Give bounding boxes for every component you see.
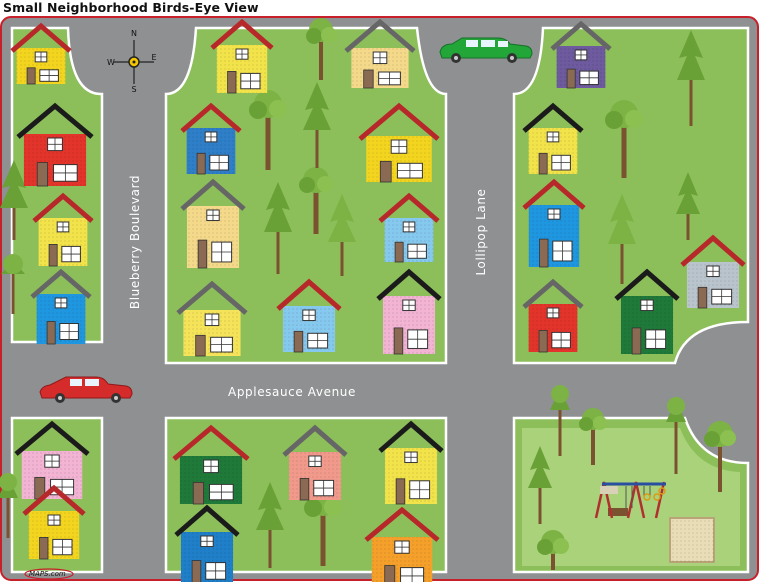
house-icon	[14, 420, 90, 500]
house-icon	[10, 22, 72, 85]
house-icon	[210, 18, 274, 94]
red-car-icon	[39, 376, 133, 403]
house-icon	[364, 506, 440, 582]
tree-icon	[704, 421, 736, 492]
tree-icon	[608, 194, 636, 284]
house-icon	[522, 278, 584, 353]
house-icon	[172, 424, 250, 505]
compass-west-label: W	[107, 58, 115, 67]
house-icon	[344, 18, 416, 89]
tree-icon	[677, 30, 705, 126]
street-label-lollipop-lane: Lollipop Lane	[474, 188, 488, 275]
house-icon	[680, 234, 746, 309]
street-label-applesauce-avenue: Applesauce Avenue	[228, 385, 356, 399]
tree-icon	[528, 446, 552, 524]
green-car-icon	[439, 37, 533, 63]
house-icon	[176, 280, 248, 357]
house-icon	[30, 268, 92, 345]
house-icon	[614, 268, 680, 355]
house-icon	[378, 192, 440, 263]
house-icon	[376, 268, 442, 355]
houses	[10, 18, 746, 582]
house-icon	[550, 20, 612, 89]
tree-icon	[1, 254, 25, 314]
compass-south-label: S	[131, 85, 136, 94]
tree-icon	[579, 408, 607, 465]
swing-set-icon	[594, 481, 666, 519]
street-label-blueberry-boulevard: Blueberry Boulevard	[128, 175, 142, 309]
tree-icon	[537, 530, 569, 570]
tree-icon	[605, 100, 643, 178]
house-icon	[276, 278, 342, 353]
tree-icon	[299, 167, 333, 234]
tree-icon	[264, 182, 292, 274]
tree-icon	[676, 172, 700, 240]
map-title: Small Neighborhood Birds-Eye View	[3, 0, 259, 15]
block-top-center	[164, 26, 448, 365]
house-icon	[522, 178, 586, 268]
tree-icon	[303, 82, 331, 168]
house-icon	[180, 178, 246, 269]
house-icon	[174, 504, 240, 582]
tree-icon	[0, 473, 18, 538]
house-icon	[522, 102, 584, 175]
tree-icon	[550, 385, 570, 456]
tree-icon	[666, 397, 686, 474]
house-icon	[180, 102, 242, 175]
house-icon	[282, 424, 348, 501]
house-icon	[378, 420, 444, 505]
house-icon	[358, 102, 440, 183]
sandbox-icon	[669, 517, 715, 563]
maps-logo-icon	[24, 568, 74, 580]
house-icon	[32, 192, 94, 267]
tree-icon	[249, 90, 287, 170]
tree-icon	[0, 160, 28, 240]
compass-east-label: E	[151, 53, 156, 62]
house-icon	[22, 484, 86, 560]
maps-logo-text: MAPS.com	[29, 570, 66, 578]
compass-north-label: N	[131, 29, 137, 38]
tree-icon	[256, 482, 284, 568]
trees	[0, 18, 736, 570]
tree-icon	[306, 18, 337, 80]
compass-rose-icon	[114, 40, 154, 84]
house-icon	[16, 102, 94, 187]
tree-icon	[328, 194, 356, 276]
